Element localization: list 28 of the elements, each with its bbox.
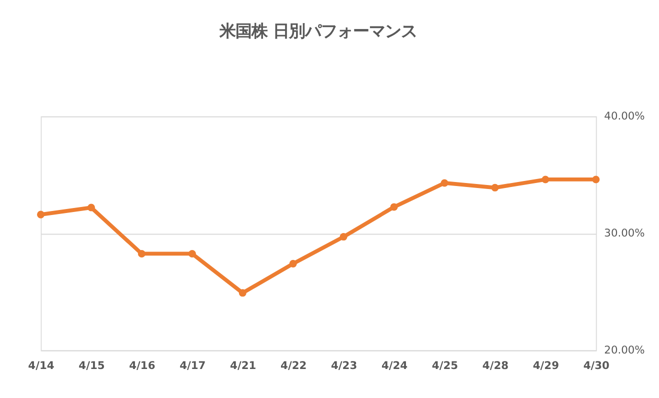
x-tick-label: 4/30 (583, 359, 610, 372)
point (289, 260, 297, 268)
y-tick-label: 30.00% (604, 226, 645, 240)
point (491, 184, 499, 192)
point (87, 204, 95, 212)
point (390, 203, 398, 211)
x-tick-label: 4/21 (230, 359, 256, 372)
x-tick-label: 4/23 (330, 359, 358, 372)
y-tick-label: 40.00% (604, 110, 645, 123)
x-tick-label: 4/29 (532, 359, 559, 372)
point (37, 210, 45, 218)
y-tick-label: 20.00% (604, 344, 645, 357)
chart-title: 米国株 日別パフォーマンス (218, 22, 418, 41)
point (138, 250, 146, 258)
point (188, 250, 196, 258)
point (542, 176, 550, 184)
x-tick-label: 4/14 (28, 359, 54, 372)
x-tick-label: 4/15 (78, 359, 105, 372)
x-tick-label: 4/16 (129, 359, 156, 372)
point (440, 179, 448, 187)
x-tick-label: 4/22 (280, 359, 307, 372)
x-tick-label: 4/25 (432, 359, 458, 372)
x-tick-label: 4/28 (482, 359, 509, 372)
point (592, 176, 600, 184)
point (340, 233, 348, 241)
point (238, 289, 246, 297)
x-tick-label: 4/17 (180, 359, 206, 372)
x-tick-label: 4/24 (381, 359, 408, 372)
